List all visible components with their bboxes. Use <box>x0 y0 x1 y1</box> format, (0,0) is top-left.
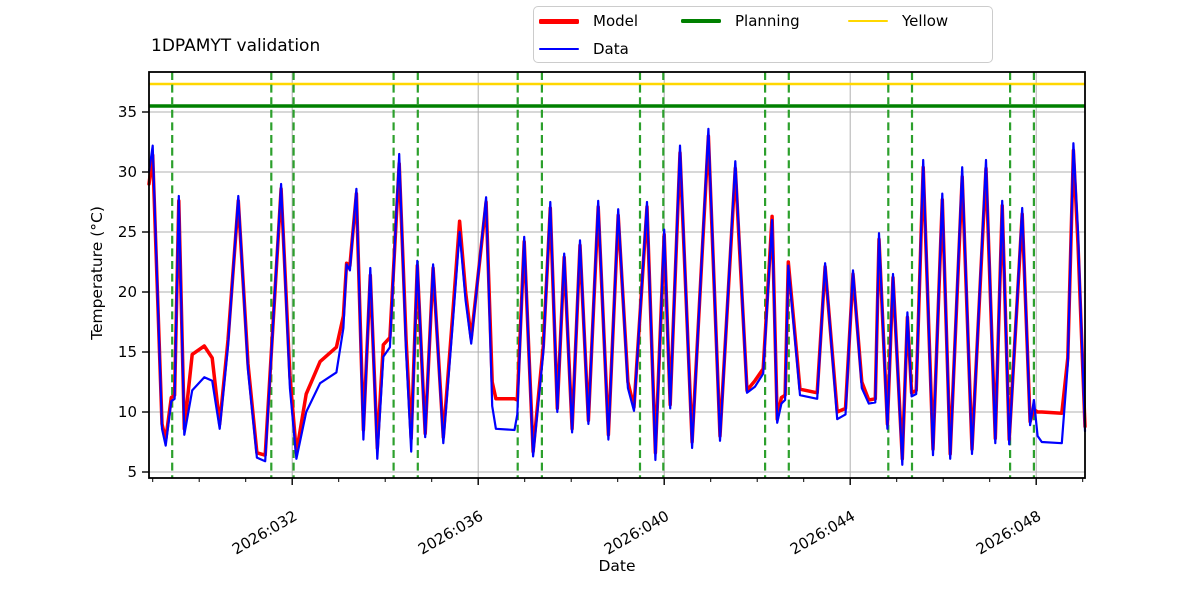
y-tick-label: 25 <box>118 223 137 241</box>
x-tick-label: 2026:048 <box>973 507 1044 559</box>
x-axis-label: Date <box>598 557 636 575</box>
y-tick-label: 5 <box>127 463 137 481</box>
legend-item-model: Model <box>539 10 638 32</box>
legend-label: Yellow <box>902 12 949 30</box>
plot-frame <box>148 71 1086 479</box>
legend-swatch-model <box>539 18 579 24</box>
legend-label: Model <box>593 12 639 30</box>
legend-swatch-yellow <box>848 19 888 23</box>
legend-item-data: Data <box>539 38 629 60</box>
legend-item-yellow: Yellow <box>848 10 948 32</box>
y-tick-label: 15 <box>118 343 137 361</box>
y-tick-label: 35 <box>118 103 137 121</box>
y-tick-label: 20 <box>118 283 137 301</box>
legend-label: Data <box>593 40 629 58</box>
legend-item-planning: Planning <box>681 10 800 32</box>
legend: Model Data Planning Yellow <box>533 6 993 63</box>
y-tick-label: 30 <box>118 163 137 181</box>
x-tick-label: 2026:040 <box>601 507 672 559</box>
legend-swatch-planning <box>681 19 721 23</box>
x-tick-label: 2026:036 <box>415 507 486 559</box>
legend-label: Planning <box>735 12 800 30</box>
data-series-line <box>147 127 1087 466</box>
y-tick-label: 10 <box>118 403 137 421</box>
legend-swatch-data <box>539 47 579 51</box>
chart-title: 1DPAMYT validation <box>151 36 321 56</box>
x-tick-label: 2026:044 <box>787 507 858 559</box>
x-tick-label: 2026:032 <box>229 507 300 559</box>
